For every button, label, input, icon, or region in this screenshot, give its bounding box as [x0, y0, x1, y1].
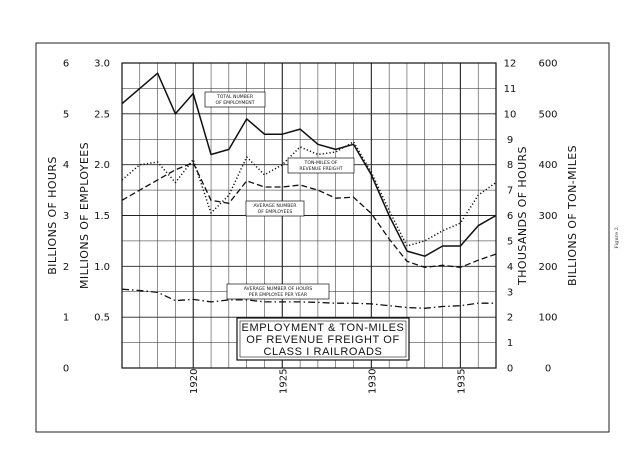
thousands-of-hours-tick-label: 10	[504, 109, 517, 120]
figure-label: Figure 2	[614, 227, 620, 249]
billions-of-ton-miles-tick-label: 600	[538, 59, 557, 70]
chart-title-line-3: CLASS I RAILROADS	[263, 346, 382, 358]
millions-of-employees-tick-label: 0.5	[94, 313, 110, 324]
millions-of-employees-tick-label: 1.0	[94, 262, 110, 273]
thousands-of-hours-tick-label: 4	[507, 262, 513, 273]
thousands-of-hours-tick-label: 0	[507, 364, 513, 375]
chart-title-box: EMPLOYMENT & TON-MILES OF REVENUE FREIGH…	[236, 317, 410, 361]
billions-of-ton-miles-tick-label: 0	[545, 364, 551, 375]
thousands-of-hours-tick-label: 5	[507, 236, 513, 247]
series-label: TOTAL NUMBER	[216, 94, 254, 100]
billions-of-ton-miles-tick-label: 500	[538, 109, 557, 120]
billions-of-hours-tick-label: 4	[63, 160, 69, 171]
thousands-of-hours-tick-label: 12	[504, 59, 517, 70]
series-label-box	[287, 157, 355, 174]
billions-of-hours-tick-label: 1	[63, 313, 69, 324]
series-line-1	[121, 72, 497, 257]
billions-of-hours-tick-label: 3	[63, 211, 69, 222]
billions-of-ton-miles-tick-label: 100	[538, 313, 557, 324]
millions-of-employees-tick-label: 1.5	[94, 211, 110, 222]
billions-of-ton-miles-tick-label: 200	[538, 262, 557, 273]
series-label-box	[226, 283, 330, 300]
figure-border	[35, 42, 610, 433]
series-label: OF EMPLOYEES	[258, 209, 293, 215]
x-tick-label: 1935	[456, 369, 467, 394]
x-tick-label: 1930	[367, 369, 378, 394]
x-tick-label: 1920	[189, 369, 200, 394]
series-label-box	[204, 91, 266, 108]
billions-of-ton-miles-tick-label: 400	[538, 160, 557, 171]
thousands-of-hours-tick-label: 2	[507, 313, 513, 324]
billions-of-hours-tick-label: 5	[63, 109, 69, 120]
series-line-3	[121, 161, 497, 269]
series-label: TON-MILES OF	[304, 160, 338, 166]
thousands-of-hours-tick-label: 1	[507, 338, 513, 349]
billions-of-ton-miles-axis-title: BILLIONS OF TON-MILES	[566, 145, 579, 286]
chart-title-line-1: EMPLOYMENT & TON-MILES	[242, 322, 405, 334]
millions-of-employees-tick-label: 2.5	[94, 109, 110, 120]
series-line-2	[121, 141, 497, 247]
thousands-of-hours-tick-label: 11	[504, 84, 517, 95]
series-line-4	[121, 288, 496, 309]
billions-of-hours-tick-label: 6	[63, 59, 69, 70]
billions-of-hours-tick-label: 0	[63, 364, 69, 375]
thousands-of-hours-tick-label: 3	[507, 287, 513, 298]
thousands-of-hours-tick-label: 8	[507, 160, 513, 171]
thousands-of-hours-axis-title: THOUSANDS OF HOURS	[516, 146, 529, 286]
billions-of-hours-tick-label: 2	[63, 262, 69, 273]
billions-of-hours-axis-title: BILLIONS OF HOURS	[46, 156, 59, 275]
series-label: AVERAGE NUMBER	[254, 203, 298, 209]
series-label: AVERAGE NUMBER OF HOURS	[244, 286, 313, 292]
thousands-of-hours-tick-label: 7	[507, 186, 513, 197]
billions-of-ton-miles-tick-label: 300	[538, 211, 557, 222]
millions-of-employees-tick-label: 2.0	[94, 160, 110, 171]
thousands-of-hours-tick-label: 6	[507, 211, 513, 222]
series-label-box	[245, 200, 305, 217]
thousands-of-hours-tick-label: 9	[507, 135, 513, 146]
chart-title-line-2: OF REVENUE FREIGHT OF	[246, 334, 400, 346]
series-label: PER EMPLOYEE PER YEAR	[249, 292, 308, 298]
series-label: OF EMPLOYMENT	[215, 100, 254, 106]
x-tick-label: 1925	[278, 369, 289, 394]
millions-of-employees-axis-title: MILLIONS OF EMPLOYEES	[78, 142, 91, 289]
millions-of-employees-tick-label: 3.0	[94, 59, 110, 70]
series-label: REVENUE FREIGHT	[299, 166, 342, 172]
